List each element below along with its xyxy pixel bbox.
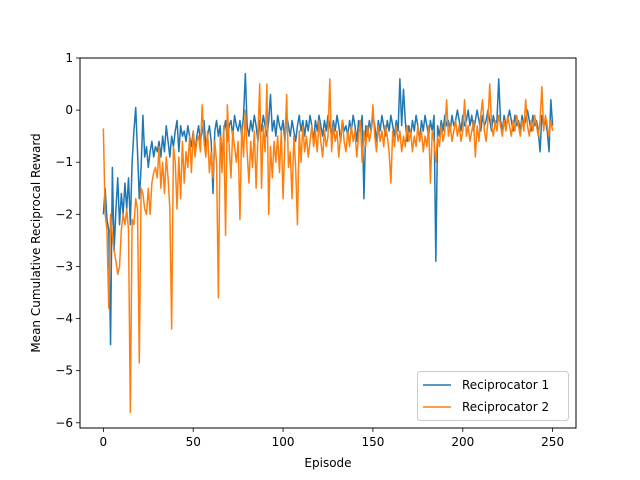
x-tick-label: 150 xyxy=(361,435,384,449)
y-tick-label: −6 xyxy=(55,416,73,430)
y-tick-label: −1 xyxy=(55,155,73,169)
x-tick-label: 250 xyxy=(541,435,564,449)
plot-frame xyxy=(79,57,577,429)
y-tick-label: −4 xyxy=(55,312,73,326)
y-tick-label: 1 xyxy=(65,51,73,65)
series-line-reciprocator-2 xyxy=(102,78,554,414)
y-tick-label: −2 xyxy=(55,207,73,221)
y-tick-label: −3 xyxy=(55,259,73,273)
x-tick-label: 50 xyxy=(186,435,201,449)
y-tick-label: 0 xyxy=(65,103,73,117)
legend-box xyxy=(417,371,569,421)
x-tick-label: 100 xyxy=(272,435,295,449)
series-layer xyxy=(102,72,554,414)
y-axis-label: Mean Cumulative Reciprocal Reward xyxy=(29,133,43,352)
legend-label-reciprocator-1: Reciprocator 1 xyxy=(462,378,549,392)
x-tick-label: 200 xyxy=(451,435,474,449)
x-axis-label: Episode xyxy=(304,456,351,470)
y-axis-ticks: 1 0 −1 −2 −3 −4 −5 −6 xyxy=(55,51,80,430)
legend: Reciprocator 1 Reciprocator 2 xyxy=(417,371,569,421)
x-tick-label: 0 xyxy=(100,435,108,449)
legend-label-reciprocator-2: Reciprocator 2 xyxy=(462,400,549,414)
y-tick-label: −5 xyxy=(55,364,73,378)
x-axis-ticks: 0 50 100 150 200 250 xyxy=(100,428,564,449)
